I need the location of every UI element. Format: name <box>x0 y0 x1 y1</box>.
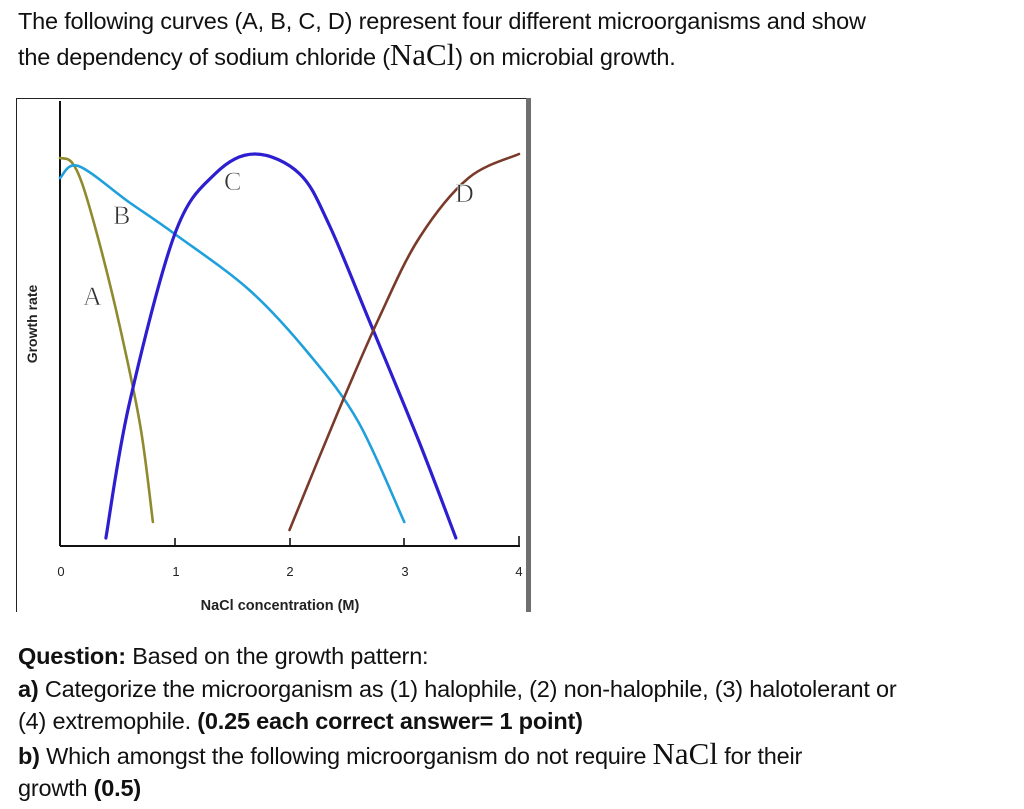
intro-line-1: The following curves (A, B, C, D) repres… <box>18 8 866 34</box>
curve-c <box>104 152 458 540</box>
part-a-points: (0.25 each correct answer= 1 point) <box>197 708 583 734</box>
svg-text:0: 0 <box>57 564 64 579</box>
nacl-formula-b: NaCl <box>652 735 718 771</box>
part-a-label: a) <box>18 675 39 702</box>
question-prompt: Based on the growth pattern: <box>125 643 429 669</box>
curve-a <box>58 156 155 524</box>
question-label: Question: <box>18 643 126 669</box>
question-line: Question: Based on the growth pattern: <box>18 640 1024 673</box>
curve-label-a: A <box>83 282 102 311</box>
svg-text:4: 4 <box>515 564 522 579</box>
intro-line-2-start: the dependency of sodium chloride ( <box>18 44 390 70</box>
question-a-line-1: a) Categorize the microorganism as (1) h… <box>18 673 1024 706</box>
curve-label-b: B <box>113 201 130 230</box>
chart-frame <box>16 98 528 612</box>
question-block: Question: Based on the growth pattern: a… <box>18 640 1024 805</box>
part-b-text: Which amongst the following microorganis… <box>39 742 653 769</box>
curve-d <box>288 152 521 532</box>
intro-line-2-end: ) on microbial growth. <box>455 44 676 70</box>
curve-labels: B A C D <box>83 167 474 312</box>
question-b-line-2: growth (0.5) <box>18 772 1024 805</box>
svg-text:1: 1 <box>172 564 179 579</box>
nacl-formula: NaCl <box>389 37 456 72</box>
y-axis-label: Growth rate <box>24 285 40 364</box>
curve-label-d: D <box>455 179 474 208</box>
svg-text:3: 3 <box>401 564 408 579</box>
x-axis-ticks <box>174 536 520 546</box>
curves <box>58 152 521 540</box>
question-b-line-1: b) Which amongst the following microorga… <box>18 735 1024 773</box>
x-axis-label: NaCl concentration (M) <box>201 598 360 614</box>
curve-b <box>58 164 406 524</box>
part-a-text-2: (4) extremophile. <box>18 708 198 734</box>
part-b-label: b) <box>18 742 40 769</box>
part-a-text: Categorize the microorganism as (1) halo… <box>38 675 897 702</box>
part-b-text-after: for their <box>717 742 803 769</box>
curve-label-c: C <box>224 167 241 196</box>
intro-text: The following curves (A, B, C, D) repres… <box>18 4 1018 74</box>
question-a-line-2: (4) extremophile. (0.25 each correct ans… <box>18 705 1024 738</box>
chart-frame-right-edge <box>526 98 531 612</box>
svg-text:2: 2 <box>286 564 293 579</box>
intro-line-2: the dependency of sodium chloride (NaCl)… <box>18 38 1018 74</box>
x-tick-labels: 0 1 2 3 4 <box>57 564 522 579</box>
part-b-points: (0.5) <box>93 775 142 801</box>
part-b-text-2: growth <box>18 775 94 801</box>
